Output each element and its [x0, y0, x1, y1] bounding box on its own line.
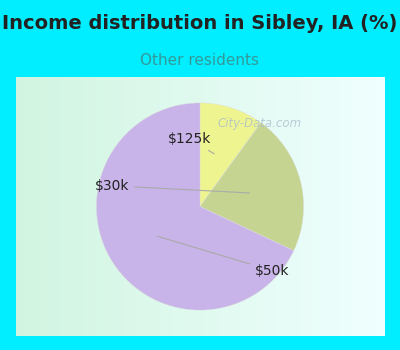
Text: $125k: $125k — [168, 132, 214, 154]
Wedge shape — [200, 123, 304, 251]
Text: Income distribution in Sibley, IA (%): Income distribution in Sibley, IA (%) — [2, 14, 398, 33]
Text: $30k: $30k — [95, 179, 250, 193]
Wedge shape — [200, 103, 261, 206]
Text: City-Data.com: City-Data.com — [218, 117, 302, 130]
Text: $50k: $50k — [157, 236, 290, 278]
Text: Other residents: Other residents — [140, 52, 260, 68]
Wedge shape — [96, 103, 294, 310]
